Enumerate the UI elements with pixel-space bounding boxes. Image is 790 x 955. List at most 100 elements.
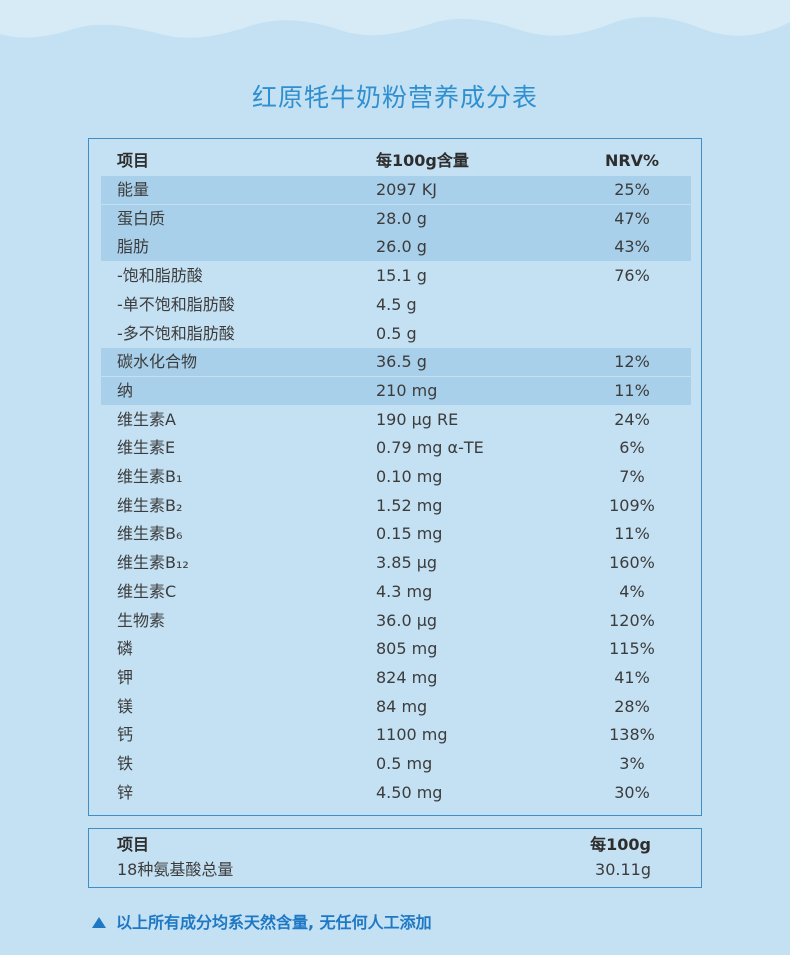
nutrient-nrv: 6%	[619, 438, 645, 458]
nutrient-name: 锌	[117, 782, 134, 802]
table-row: 蛋白质 28.0 g 47%	[101, 204, 691, 233]
table-row: 生物素 36.0 μg 120%	[101, 607, 691, 635]
table-row: 锌 4.50 mg 30%	[101, 779, 691, 807]
nutrient-amount: 84 mg	[376, 696, 428, 716]
table-row: -多不饱和脂肪酸 0.5 g	[101, 320, 691, 348]
nutrient-nrv: 41%	[614, 667, 650, 687]
amino-header-value: 每100g	[590, 835, 651, 854]
nutrient-name: 脂肪	[117, 237, 150, 257]
table-row: 维生素E 0.79 mg α-TE 6%	[101, 434, 691, 462]
nutrition-table: 项目 每100g含量 NRV% 能量 2097 KJ 25% 蛋白质 28.0 g 47%…	[88, 138, 702, 816]
nutrient-nrv: 12%	[614, 352, 650, 372]
nutrient-amount: 4.50 mg	[376, 782, 443, 802]
nutrient-amount: 0.5 g	[376, 323, 417, 343]
nutrient-name: 铁	[117, 754, 134, 773]
table-row: 钾 824 mg 41%	[101, 664, 691, 692]
nutrient-amount: 3.85 μg	[376, 553, 438, 573]
nutrient-nrv: 43%	[614, 237, 650, 257]
nutrient-amount: 0.5 mg	[376, 754, 433, 773]
nutrient-name: 碳水化合物	[117, 352, 198, 372]
amino-value: 30.11g	[595, 860, 651, 879]
nutrient-amount: 36.0 μg	[376, 610, 438, 630]
nutrient-name: 维生素B₁	[117, 467, 183, 486]
nutrient-amount: 0.10 mg	[376, 467, 443, 486]
nutrient-name: 维生素B₆	[117, 524, 183, 544]
nutrient-amount: 15.1 g	[376, 266, 427, 286]
table-row: 能量 2097 KJ 25%	[101, 176, 691, 204]
nutrient-amount: 4.3 mg	[376, 581, 433, 601]
nutrient-name: 镁	[117, 696, 134, 716]
table-row: 碳水化合物 36.5 g 12%	[101, 348, 691, 377]
nutrient-name: 磷	[117, 639, 134, 659]
amino-data-row: 18种氨基酸总量 30.11g	[117, 859, 677, 881]
nutrient-amount: 0.15 mg	[376, 524, 443, 544]
table-row: 脂肪 26.0 g 43%	[101, 233, 691, 262]
nutrient-amount: 26.0 g	[376, 237, 427, 257]
table-row: 维生素B₁ 0.10 mg 7%	[101, 463, 691, 491]
nutrient-amount: 1100 mg	[376, 725, 448, 745]
nutrient-amount: 824 mg	[376, 667, 438, 687]
nutrient-name: 生物素	[117, 610, 166, 630]
nutrient-nrv: 47%	[614, 208, 650, 228]
nutrient-amount: 36.5 g	[376, 352, 427, 372]
table-header-row: 项目 每100g含量 NRV%	[101, 147, 691, 175]
nutrient-nrv: 3%	[619, 754, 645, 773]
amino-header-row: 项目 每100g	[117, 834, 677, 856]
nutrient-name: 钙	[117, 725, 134, 745]
nutrient-amount: 2097 KJ	[376, 180, 438, 199]
nutrient-name: -饱和脂肪酸	[117, 266, 203, 286]
nutrient-nrv: 120%	[609, 610, 655, 630]
table-row: 铁 0.5 mg 3%	[101, 750, 691, 778]
nutrient-name: -单不饱和脂肪酸	[117, 294, 235, 314]
nutrient-nrv: 115%	[609, 639, 655, 659]
nutrient-amount: 805 mg	[376, 639, 438, 659]
wave-decoration	[0, 0, 790, 60]
nutrient-name: 维生素C	[117, 581, 177, 601]
nutrient-nrv: 138%	[609, 725, 655, 745]
table-row: 维生素B₆ 0.15 mg 11%	[101, 520, 691, 548]
nutrient-name: 钾	[117, 667, 134, 687]
nutrient-name: 维生素B₂	[117, 495, 183, 515]
nutrient-name: 能量	[117, 180, 150, 199]
nutrient-nrv: 7%	[619, 467, 645, 486]
nutrient-nrv: 30%	[614, 782, 650, 802]
header-nrv: NRV%	[604, 151, 660, 170]
nutrient-amount: 28.0 g	[376, 208, 427, 228]
nutrient-nrv: 24%	[614, 409, 650, 429]
footnote: 以上所有成分均系天然含量, 无任何人工添加	[92, 909, 432, 933]
nutrient-amount: 1.52 mg	[376, 495, 443, 515]
nutrient-amount: 4.5 g	[376, 294, 417, 314]
table-row: 维生素B₂ 1.52 mg 109%	[101, 492, 691, 520]
header-item: 项目	[117, 151, 150, 170]
nutrient-name: 维生素A	[117, 409, 176, 429]
nutrient-amount: 0.79 mg α-TE	[376, 438, 484, 458]
page-title: 红原牦牛奶粉营养成分表	[251, 83, 538, 112]
amino-header-item: 项目	[117, 835, 150, 854]
nutrient-nrv: 25%	[614, 180, 650, 199]
nutrient-nrv: 160%	[609, 553, 655, 573]
table-row: -单不饱和脂肪酸 4.5 g	[101, 291, 691, 319]
nutrient-amount: 210 mg	[376, 380, 438, 400]
footnote-text: 以上所有成分均系天然含量, 无任何人工添加	[116, 913, 432, 932]
nutrient-name: 纳	[117, 380, 134, 400]
nutrient-nrv: 4%	[619, 581, 645, 601]
table-row: -饱和脂肪酸 15.1 g 76%	[101, 262, 691, 290]
nutrient-name: -多不饱和脂肪酸	[117, 323, 235, 343]
table-row: 镁 84 mg 28%	[101, 693, 691, 721]
table-row: 维生素A 190 μg RE 24%	[101, 406, 691, 434]
nutrient-nrv: 109%	[609, 495, 655, 515]
header-amount: 每100g含量	[376, 151, 469, 170]
triangle-icon	[92, 917, 106, 928]
nutrient-name: 蛋白质	[117, 208, 166, 228]
table-row: 纳 210 mg 11%	[101, 376, 691, 405]
nutrient-nrv: 76%	[614, 266, 650, 286]
amino-name: 18种氨基酸总量	[117, 860, 234, 879]
nutrient-nrv: 28%	[614, 696, 650, 716]
table-row: 维生素B₁₂ 3.85 μg 160%	[101, 549, 691, 577]
amino-acid-table: 项目 每100g 18种氨基酸总量 30.11g	[88, 828, 702, 888]
nutrient-nrv: 11%	[614, 524, 650, 544]
nutrient-name: 维生素E	[117, 438, 176, 458]
nutrient-amount: 190 μg RE	[376, 409, 459, 429]
nutrient-nrv: 11%	[614, 380, 650, 400]
table-row: 磷 805 mg 115%	[101, 635, 691, 663]
